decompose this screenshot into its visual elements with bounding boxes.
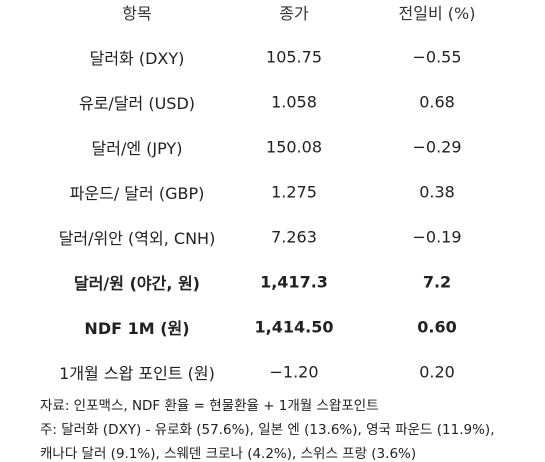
table-cell: 7.263: [271, 227, 317, 247]
table-cell: 달러/원 (야간, 원): [73, 274, 201, 293]
table-cell: 0.20: [419, 362, 455, 382]
table-cell: −0.29: [412, 137, 462, 157]
table-cell: NDF 1M (원): [84, 319, 190, 338]
table-cell: 1개월 스왑 포인트 (원): [59, 364, 215, 383]
table-cell: 1,414.50: [254, 317, 334, 337]
table-cell: 달러/위안 (역외, CNH): [58, 229, 216, 248]
table-cell: 0.60: [417, 317, 457, 337]
table-cell: 1.275: [271, 182, 317, 202]
footnote: 주: 달러화 (DXY) - 유로화 (57.6%), 일본 엔 (13.6%)…: [40, 422, 495, 438]
footnote: 자료: 인포맥스, NDF 환율 = 현물환율 + 1개월 스왑포인트: [40, 398, 379, 414]
table-cell: −0.55: [412, 47, 462, 67]
table-cell: −1.20: [269, 362, 319, 382]
table-cell: 105.75: [266, 47, 322, 67]
footnote: 캐나다 달러 (9.1%), 스웨덴 크로나 (4.2%), 스위스 프랑 (3…: [40, 446, 417, 462]
table-cell: 150.08: [266, 137, 322, 157]
table-cell: 유로/달러 (USD): [78, 94, 196, 113]
table-cell: 달러화 (DXY): [89, 49, 185, 68]
header-cell: 전일비 (%): [398, 4, 476, 23]
table-cell: 1.058: [271, 92, 317, 112]
header-cell: 항목: [122, 4, 152, 23]
table-cell: 파운드/ 달러 (GBP): [69, 184, 205, 203]
table-cell: 0.38: [419, 182, 455, 202]
header-cell: 종가: [279, 4, 309, 23]
table-cell: 7.2: [422, 272, 452, 292]
table-cell: 1,417.3: [260, 272, 328, 292]
table-cell: −0.19: [412, 227, 462, 247]
table-cell: 달러/엔 (JPY): [91, 139, 183, 158]
table-cell: 0.68: [419, 92, 455, 112]
